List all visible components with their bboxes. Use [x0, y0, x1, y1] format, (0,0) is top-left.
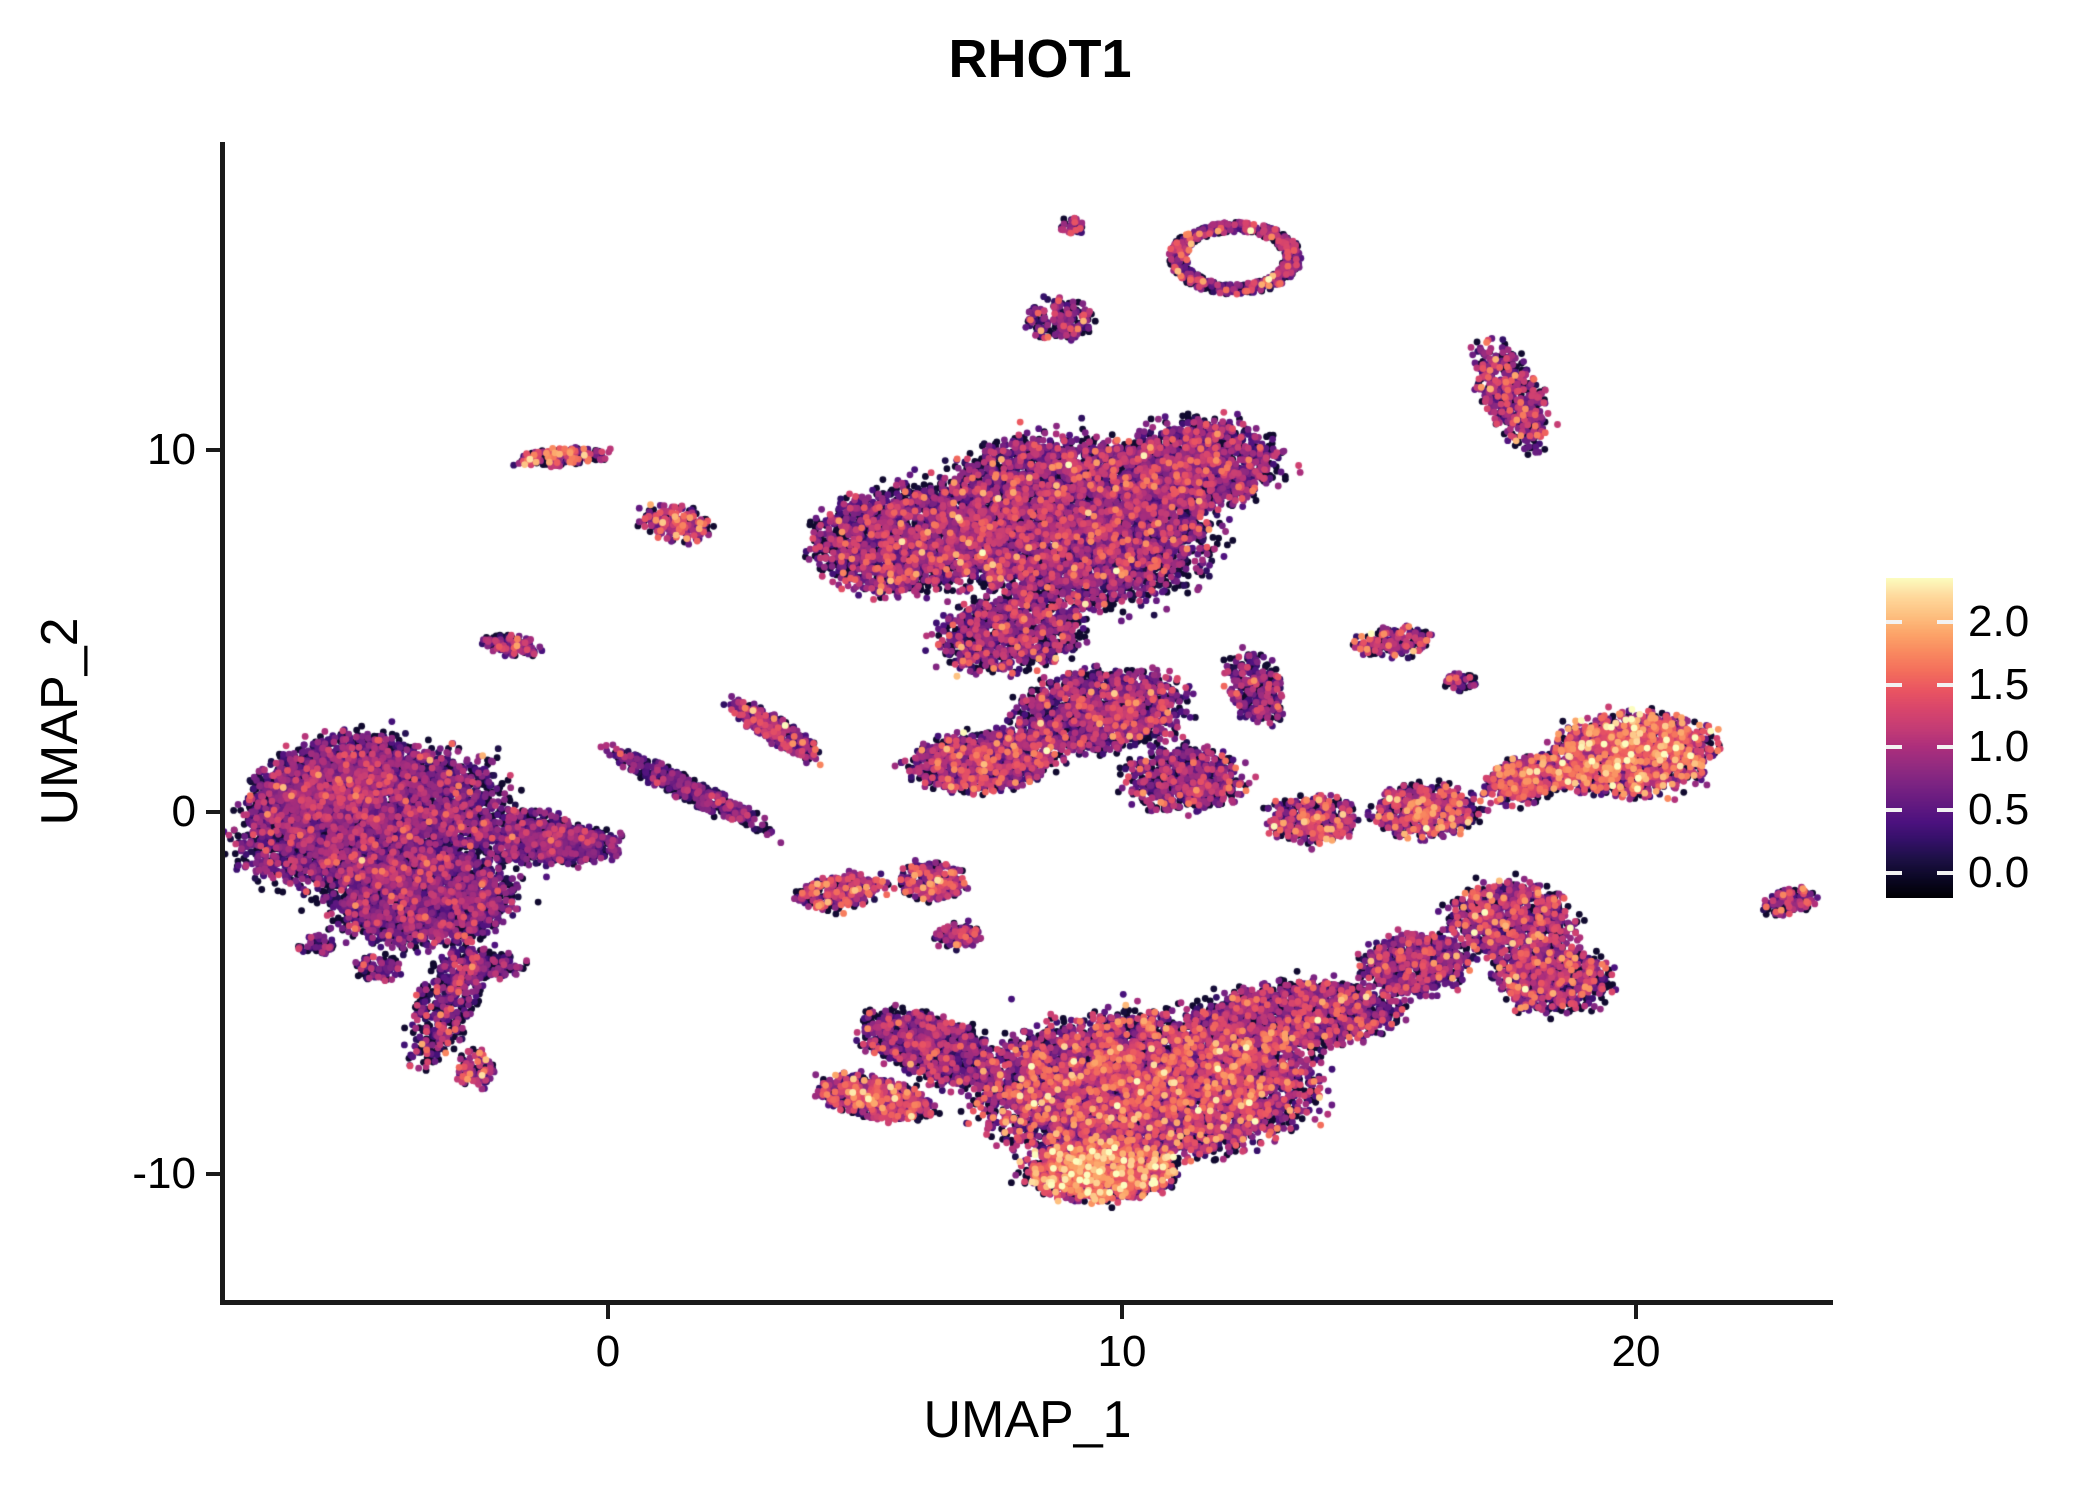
color-legend: 2.0 1.5 1.0 0.5 0.0 — [1886, 578, 2086, 903]
colorbar-tick-label: 1.0 — [1968, 722, 2030, 772]
colorbar-tick-mark — [1937, 870, 1953, 875]
colorbar-tick-mark — [1886, 619, 1902, 624]
x-tick-label: 10 — [1097, 1327, 1147, 1376]
colorbar-tick-mark — [1937, 619, 1953, 624]
y-tick-label: -10 — [132, 1149, 196, 1198]
colorbar-tick-mark — [1937, 682, 1953, 687]
colorbar-tick-label: 2.0 — [1968, 596, 2030, 646]
colorbar-tick-label: 0.0 — [1968, 847, 2030, 897]
colorbar-tick-mark — [1886, 745, 1902, 750]
colorbar-tick-mark — [1886, 870, 1902, 875]
x-axis-title: UMAP_1 — [923, 1391, 1132, 1449]
colorbar-tick-mark — [1886, 682, 1902, 687]
colorbar-tick-label: 1.5 — [1968, 659, 2030, 709]
y-tick-label: 10 — [147, 425, 196, 474]
y-tick-mark — [206, 448, 220, 452]
y-tick-mark — [206, 810, 220, 814]
scatter-plot-canvas — [222, 142, 1833, 1301]
x-tick-mark — [606, 1305, 610, 1319]
x-tick-mark — [1634, 1305, 1638, 1319]
x-axis-line — [220, 1300, 1833, 1305]
colorbar-gradient — [1886, 578, 1953, 898]
x-tick-label: 0 — [595, 1327, 621, 1376]
x-tick-mark — [1120, 1305, 1124, 1319]
page-title: RHOT1 — [948, 29, 1132, 89]
colorbar-tick-mark — [1937, 745, 1953, 750]
y-axis-line — [220, 142, 225, 1303]
y-tick-mark — [206, 1172, 220, 1176]
colorbar-tick-mark — [1937, 808, 1953, 813]
colorbar-tick-mark — [1886, 808, 1902, 813]
colorbar-tick-label: 0.5 — [1968, 785, 2030, 835]
y-tick-label: 0 — [171, 787, 196, 836]
x-tick-label: 20 — [1611, 1327, 1661, 1376]
y-axis-title: UMAP_2 — [31, 617, 89, 826]
